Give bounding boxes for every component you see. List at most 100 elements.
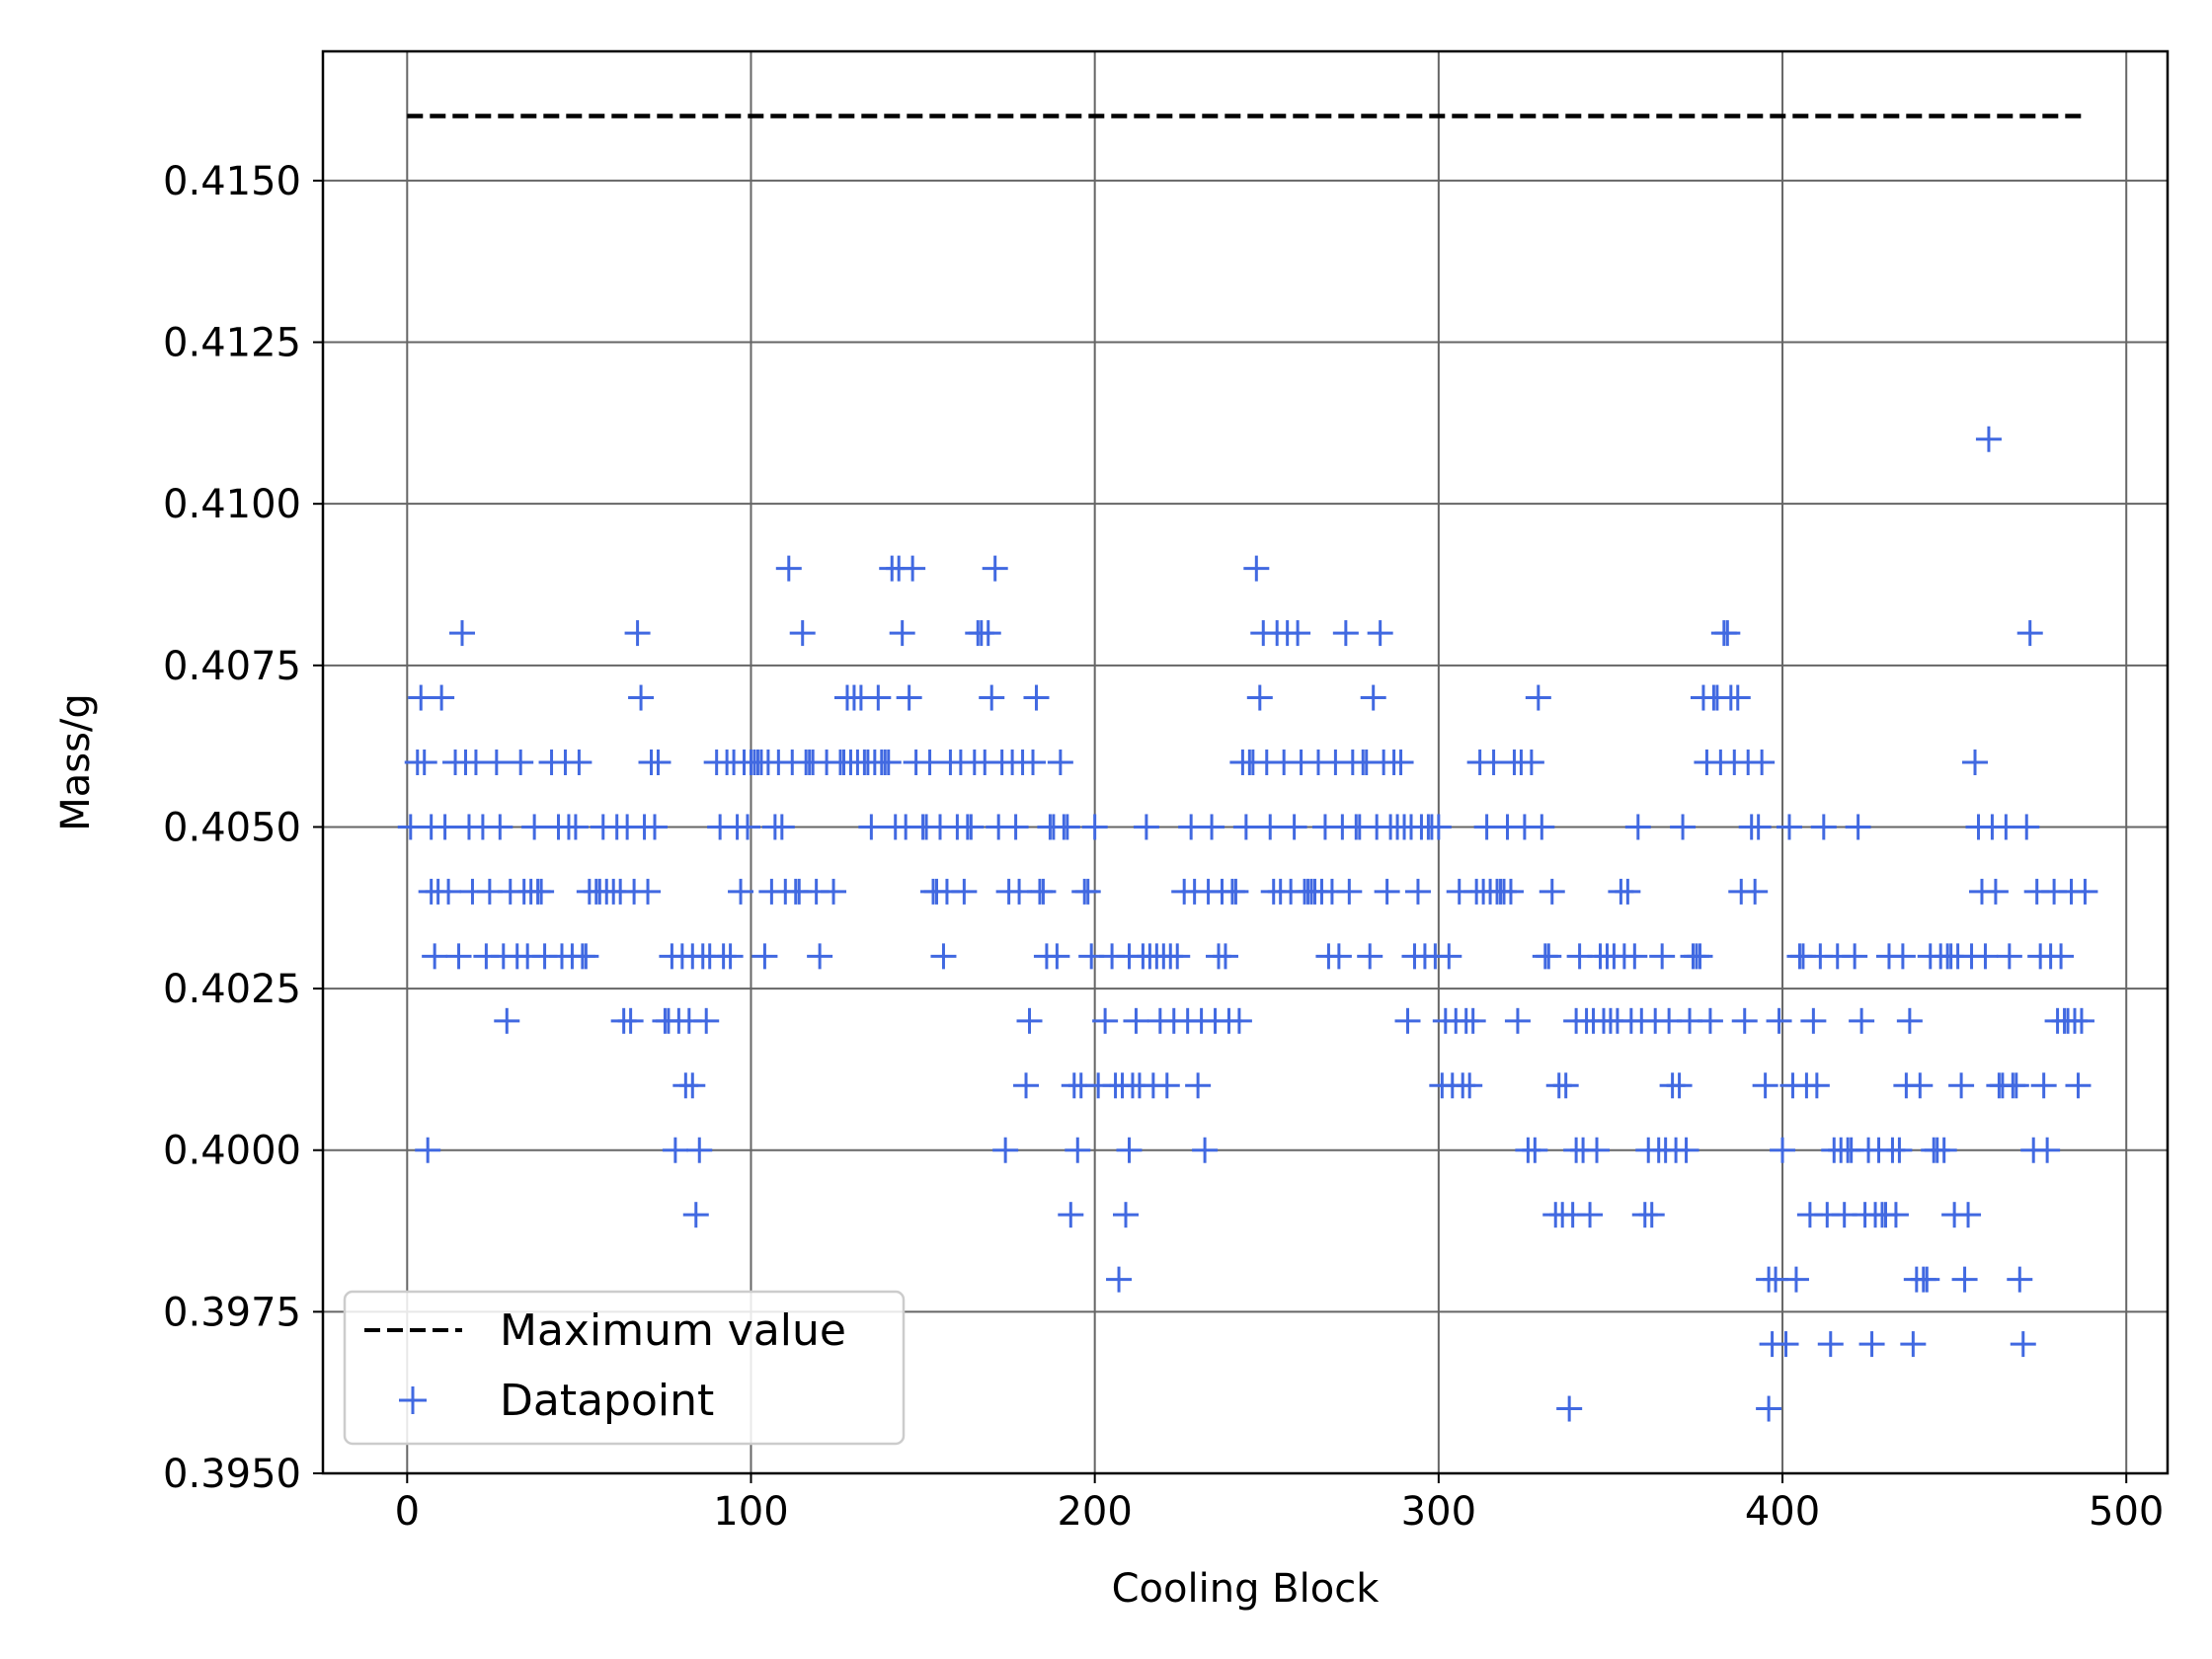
datapoint-marker xyxy=(1367,620,1393,647)
legend: Maximum value Datapoint xyxy=(343,1290,906,1446)
datapoint-marker xyxy=(717,943,744,970)
datapoint-marker xyxy=(1756,1395,1782,1422)
datapoint-marker xyxy=(865,684,892,711)
datapoint-marker xyxy=(1800,1007,1827,1034)
datapoint-marker xyxy=(982,555,1008,582)
datapoint-marker xyxy=(1539,878,1565,905)
datapoint-marker xyxy=(1030,878,1057,905)
datapoint-marker xyxy=(1886,1137,1913,1163)
datapoint-marker xyxy=(1225,1007,1252,1034)
datapoint-marker xyxy=(1092,1007,1119,1034)
datapoint-marker xyxy=(2016,620,2043,647)
datapoint-marker xyxy=(1013,1072,1040,1099)
datapoint-marker xyxy=(1460,1007,1486,1034)
datapoint-marker xyxy=(1044,943,1070,970)
datapoint-marker xyxy=(624,620,651,647)
datapoint-marker xyxy=(1525,684,1551,711)
x-axis-label: Cooling Block xyxy=(1112,1566,1381,1612)
datapoint-marker xyxy=(1436,943,1462,970)
datapoint-marker xyxy=(2072,878,2098,905)
datapoint-marker xyxy=(1529,814,1555,840)
datapoint-marker xyxy=(979,684,1005,711)
datapoint-marker xyxy=(1724,684,1751,711)
datapoint-marker xyxy=(1336,878,1363,905)
datapoint-marker xyxy=(930,943,957,970)
datapoint-marker xyxy=(1858,1331,1885,1358)
datapoint-marker xyxy=(751,943,778,970)
datapoint-marker xyxy=(992,1137,1019,1163)
datapoint-marker xyxy=(1745,814,1772,840)
datapoint-marker xyxy=(2003,1072,2029,1099)
y-tick-label: 0.4000 xyxy=(163,1129,301,1174)
datapoint-marker xyxy=(1770,1137,1796,1163)
legend-box xyxy=(343,1290,906,1446)
datapoint-marker xyxy=(1714,620,1741,647)
datapoint-marker xyxy=(617,1007,644,1034)
plot-frame xyxy=(321,49,2170,1475)
y-tick-label: 0.4025 xyxy=(163,967,301,1012)
datapoint-marker xyxy=(858,814,885,840)
datapoint-marker xyxy=(1518,750,1544,775)
datapoint-marker xyxy=(1948,1072,1975,1099)
datapoint-marker xyxy=(1002,814,1029,840)
datapoint-marker xyxy=(422,943,448,970)
datapoint-marker xyxy=(1058,1202,1084,1228)
datapoint-marker xyxy=(1325,943,1352,970)
datapoint-marker xyxy=(521,814,548,840)
y-tick-label: 0.3950 xyxy=(163,1452,301,1497)
datapoint-marker xyxy=(1673,1137,1699,1163)
datapoint-marker xyxy=(1425,814,1452,840)
datapoint-marker xyxy=(429,684,455,711)
datapoint-marker xyxy=(1504,1007,1531,1034)
datapoint-marker xyxy=(1192,1137,1219,1163)
datapoint-marker xyxy=(1246,684,1273,711)
datapoint-marker xyxy=(1615,878,1641,905)
datapoint-marker xyxy=(2010,1331,2036,1358)
datapoint-marker xyxy=(1047,750,1073,775)
datapoint-marker xyxy=(1896,1007,1923,1034)
datapoint-marker xyxy=(1996,943,2022,970)
y-tick-label: 0.4075 xyxy=(163,644,301,689)
datapoint-marker xyxy=(1624,814,1651,840)
datapoint-marker xyxy=(641,814,668,840)
datapoint-marker xyxy=(1536,943,1562,970)
legend-plus-marker-swatch xyxy=(399,1386,427,1414)
datapoint-marker xyxy=(1931,1137,1957,1163)
datapoint-marker xyxy=(1394,1007,1421,1034)
datapoint-marker xyxy=(896,684,922,711)
datapoint-marker xyxy=(1649,943,1676,970)
datapoint-marker xyxy=(1849,1007,1875,1034)
datapoint-marker xyxy=(2034,1137,2061,1163)
datapoint-marker xyxy=(679,1072,706,1099)
datapoint-marker xyxy=(562,814,589,840)
datapoint-marker xyxy=(1773,1331,1799,1358)
datapoint-marker xyxy=(1185,1072,1212,1099)
y-tick-label: 0.4125 xyxy=(163,321,301,366)
datapoint-marker xyxy=(1803,1072,1830,1099)
datapoint-marker xyxy=(566,750,592,775)
datapoint-marker xyxy=(1212,943,1238,970)
datapoint-marker xyxy=(1670,814,1697,840)
datapoint-marker xyxy=(1621,943,1648,970)
datapoint-marker xyxy=(487,814,514,840)
datapoint-marker xyxy=(958,814,985,840)
datapoint-marker xyxy=(1577,1202,1604,1228)
datapoint-marker xyxy=(1285,620,1311,647)
datapoint-marker xyxy=(435,878,462,905)
datapoint-marker xyxy=(494,1007,520,1034)
datapoint-marker xyxy=(1817,1331,1844,1358)
datapoint-marker xyxy=(1404,878,1431,905)
datapoint-marker xyxy=(628,684,655,711)
datapoint-marker xyxy=(411,750,437,775)
datapoint-marker xyxy=(2048,943,2075,970)
y-tick-label: 0.4150 xyxy=(163,159,301,204)
datapoint-marker xyxy=(635,878,662,905)
datapoint-marker xyxy=(449,620,476,647)
datapoint-marker xyxy=(445,943,472,970)
datapoint-marker xyxy=(768,814,795,840)
datapoint-marker xyxy=(1951,1266,1978,1293)
datapoint-marker xyxy=(1106,1266,1133,1293)
datapoint-marker xyxy=(1962,750,1989,775)
datapoint-marker xyxy=(1955,1202,1982,1228)
